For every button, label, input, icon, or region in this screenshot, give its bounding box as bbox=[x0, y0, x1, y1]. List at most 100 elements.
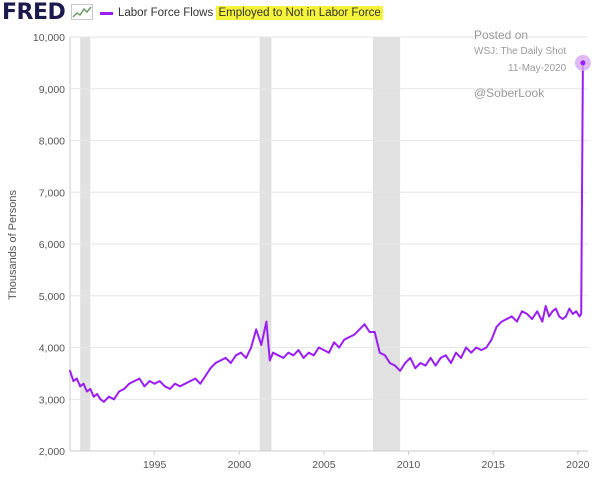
y-tick-label: 2,000 bbox=[39, 446, 65, 458]
data-point bbox=[455, 351, 457, 354]
data-point bbox=[179, 385, 181, 388]
data-point bbox=[444, 354, 447, 357]
data-point bbox=[99, 398, 102, 401]
data-point bbox=[312, 354, 315, 357]
data-point bbox=[89, 388, 92, 390]
series-points bbox=[69, 54, 591, 403]
data-point bbox=[338, 346, 341, 349]
data-point bbox=[287, 351, 290, 354]
legend-series-label: Labor Force Flows bbox=[118, 7, 214, 19]
x-tick-labels: 1995 2000 2005 2010 2015 2020 bbox=[143, 451, 590, 471]
data-point bbox=[250, 346, 253, 349]
data-point bbox=[531, 318, 534, 320]
x-tick-label: 2020 bbox=[566, 459, 590, 471]
y-tick-label: 10,000 bbox=[33, 32, 65, 44]
y-tick-label: 6,000 bbox=[39, 239, 65, 251]
data-point bbox=[510, 315, 513, 318]
data-point bbox=[143, 385, 146, 388]
data-point bbox=[108, 395, 110, 398]
data-point bbox=[516, 320, 518, 323]
series-line bbox=[69, 62, 584, 403]
y-tick-labels: 2,000 3,000 4,000 5,000 6,000 7,000 8,000 9,000… bbox=[33, 32, 65, 458]
data-point bbox=[265, 320, 268, 323]
data-point bbox=[353, 333, 356, 336]
data-point bbox=[292, 354, 295, 357]
data-point bbox=[79, 385, 82, 388]
data-point bbox=[69, 369, 71, 372]
x-tick-label: 2005 bbox=[312, 459, 336, 471]
watermark-date: 11-May-2020 bbox=[508, 63, 567, 74]
data-point bbox=[343, 338, 346, 341]
data-point bbox=[548, 315, 550, 318]
data-point bbox=[568, 307, 571, 310]
data-point bbox=[383, 354, 386, 357]
x-tick-label: 2010 bbox=[397, 459, 421, 471]
data-point bbox=[277, 354, 280, 357]
y-tick-label: 9,000 bbox=[39, 84, 65, 96]
data-point bbox=[348, 336, 351, 339]
data-point bbox=[571, 312, 574, 315]
last-data-point bbox=[580, 60, 586, 66]
data-point bbox=[199, 382, 202, 385]
data-point bbox=[189, 380, 192, 383]
y-tick-label: 3,000 bbox=[39, 394, 65, 406]
x-tick-label: 2000 bbox=[228, 459, 252, 471]
data-point bbox=[317, 346, 320, 349]
data-point bbox=[158, 380, 161, 383]
data-point bbox=[194, 377, 197, 380]
y-tick-label: 7,000 bbox=[39, 187, 65, 199]
data-point bbox=[439, 356, 442, 359]
data-point bbox=[551, 310, 554, 313]
data-point bbox=[297, 349, 300, 351]
y-tick-label: 4,000 bbox=[39, 343, 65, 355]
watermark-source: WSJ: The Daily Shot bbox=[474, 46, 567, 57]
data-point bbox=[419, 362, 422, 364]
data-point bbox=[465, 346, 468, 349]
data-point bbox=[86, 390, 88, 393]
data-point bbox=[260, 344, 263, 346]
legend-label[interactable]: Labor Force Flows Employed to Not in Lab… bbox=[118, 5, 383, 21]
data-point bbox=[96, 393, 98, 395]
data-point bbox=[204, 375, 207, 377]
data-point bbox=[123, 388, 126, 390]
data-point bbox=[490, 338, 493, 341]
data-point bbox=[333, 341, 335, 344]
data-point bbox=[378, 351, 381, 354]
fred-logo[interactable]: FRED bbox=[2, 0, 66, 25]
data-point bbox=[404, 362, 407, 364]
data-point bbox=[102, 400, 105, 403]
data-point bbox=[272, 351, 275, 354]
data-point bbox=[544, 305, 547, 307]
data-point bbox=[234, 354, 237, 357]
data-point bbox=[358, 328, 361, 331]
data-point bbox=[92, 395, 95, 398]
data-point bbox=[521, 310, 523, 313]
series-lines bbox=[69, 62, 584, 403]
data-point bbox=[373, 331, 376, 333]
data-point bbox=[128, 382, 131, 385]
data-point bbox=[429, 356, 432, 359]
data-point bbox=[133, 380, 136, 383]
data-point bbox=[168, 388, 171, 390]
data-point bbox=[554, 307, 557, 310]
watermark-handle: @SoberLook bbox=[474, 86, 545, 100]
data-point bbox=[240, 351, 242, 354]
data-point bbox=[500, 320, 503, 323]
data-point bbox=[470, 351, 473, 354]
data-point bbox=[368, 331, 371, 333]
x-tick-label: 1995 bbox=[143, 459, 167, 471]
data-point bbox=[394, 364, 396, 367]
data-point bbox=[495, 325, 498, 328]
data-point bbox=[118, 390, 120, 393]
data-point bbox=[219, 359, 222, 362]
data-point bbox=[578, 315, 581, 318]
x-tick-label: 2015 bbox=[482, 459, 506, 471]
data-point bbox=[184, 382, 187, 385]
data-point bbox=[558, 315, 561, 318]
data-point bbox=[245, 356, 247, 359]
data-point bbox=[526, 312, 528, 315]
data-point bbox=[328, 351, 330, 354]
data-point bbox=[460, 356, 462, 359]
data-point bbox=[414, 367, 417, 370]
